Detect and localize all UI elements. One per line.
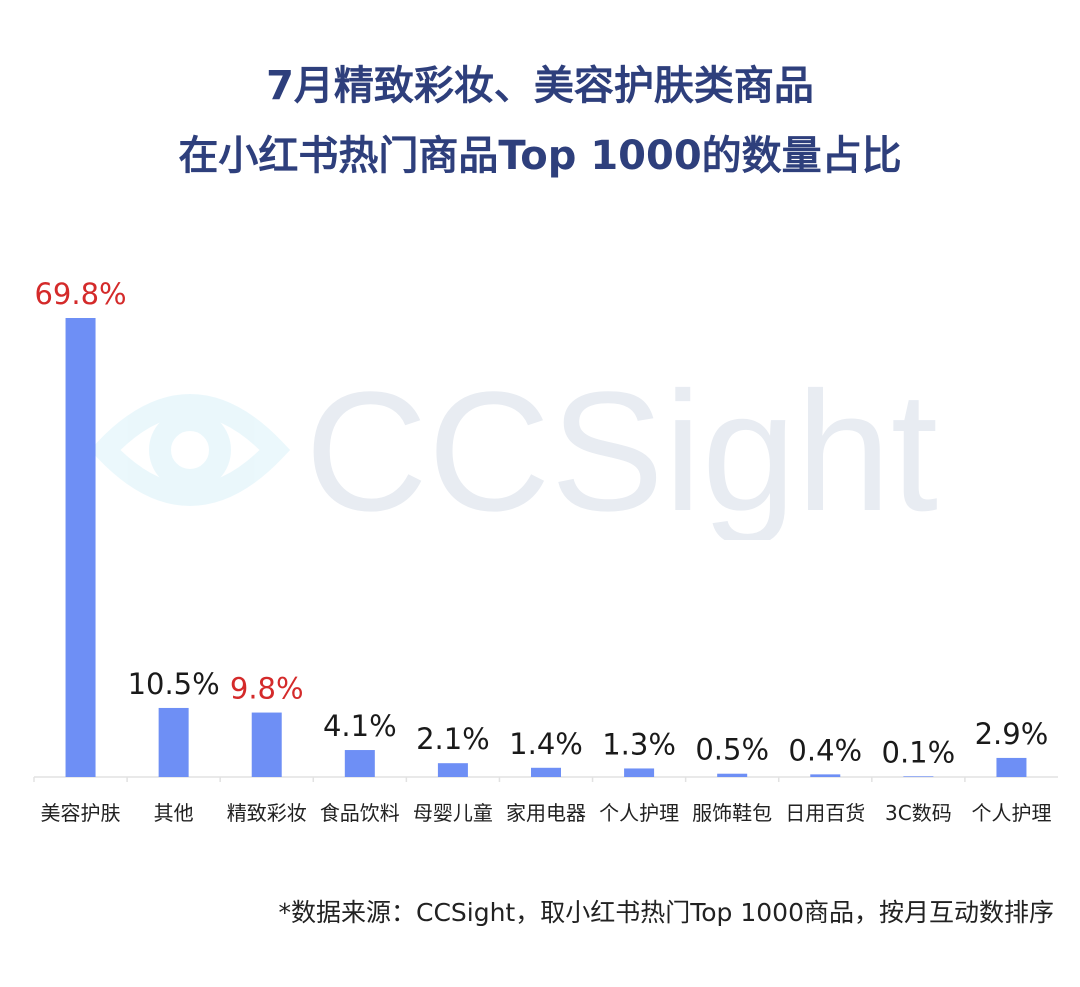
category-tick-label: 其他	[154, 801, 194, 825]
bar	[344, 750, 375, 777]
data-label: 2.1%	[416, 722, 490, 756]
data-label: 1.3%	[602, 727, 676, 761]
data-label: 0.5%	[695, 733, 769, 767]
category-tick-label: 精致彩妆	[227, 801, 307, 825]
bar	[65, 318, 96, 777]
category-tick-label: 个人护理	[599, 801, 679, 825]
data-label: 4.1%	[323, 709, 397, 743]
data-label: 0.4%	[788, 733, 862, 767]
data-label: 1.4%	[509, 727, 583, 761]
category-tick-label: 家用电器	[506, 801, 586, 825]
chart-title-line-1: 7月精致彩妆、美容护肤类商品	[266, 63, 814, 109]
data-label: 0.1%	[882, 735, 956, 769]
data-label: 69.8%	[34, 277, 126, 311]
data-label: 2.9%	[975, 717, 1049, 751]
category-tick-label: 3C数码	[885, 801, 952, 825]
bar	[531, 767, 561, 777]
data-label: 10.5%	[128, 667, 220, 701]
chart-title-line-2: 在小红书热门商品Top 1000的数量占比	[178, 133, 902, 179]
category-tick-label: 个人护理	[971, 801, 1051, 825]
bar	[996, 757, 1027, 777]
bar	[717, 773, 748, 777]
category-tick-label: 食品饮料	[320, 801, 400, 825]
bar	[158, 707, 189, 777]
data-label: 9.8%	[230, 672, 304, 706]
bar	[903, 776, 934, 777]
bar	[810, 774, 841, 777]
category-tick-label: 服饰鞋包	[692, 801, 772, 825]
bar	[251, 712, 282, 777]
category-tick-label: 美容护肤	[41, 801, 121, 825]
category-tick-label: 母婴儿童	[413, 801, 493, 825]
bar	[624, 768, 655, 777]
bar	[437, 763, 468, 777]
category-tick-label: 日用百货	[785, 801, 865, 825]
data-source-note: *数据来源：CCSight，取小红书热门Top 1000商品，按月互动数排序	[278, 898, 1054, 927]
